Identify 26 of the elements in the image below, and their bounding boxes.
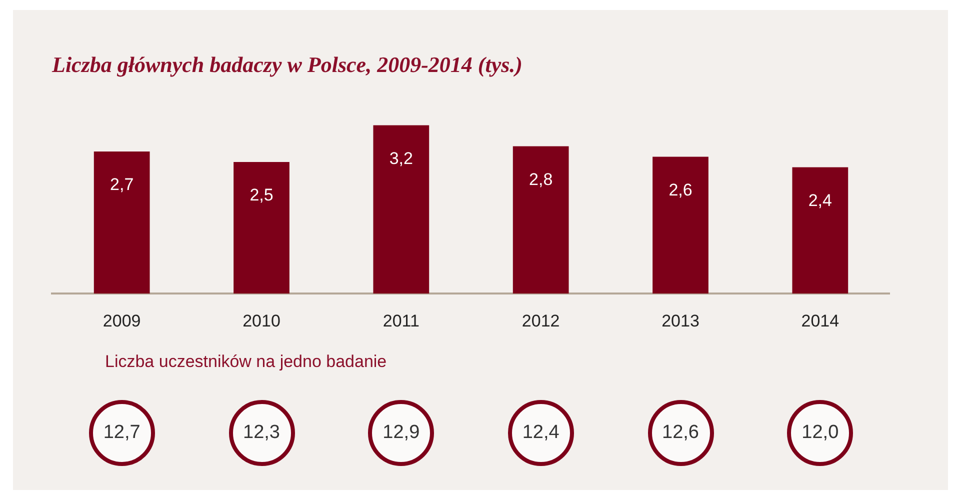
chart-title: Liczba głównych badaczy w Polsce, 2009-2014 (tys.) (51, 52, 522, 77)
data-label: 12,7 (88, 400, 155, 466)
x-tick-label: 2010 (242, 311, 280, 330)
data-label: 2,8 (529, 170, 553, 189)
data-label: 12,9 (368, 400, 434, 466)
bar (792, 167, 848, 294)
data-label: 2,4 (808, 190, 832, 210)
data-label: 12,0 (787, 400, 854, 466)
x-tick-label: 2014 (801, 311, 840, 330)
data-label: 2,6 (668, 180, 692, 200)
x-tick-label: 2013 (662, 311, 700, 330)
data-label: 12,4 (508, 400, 574, 466)
bar (512, 146, 569, 294)
bar (234, 162, 290, 294)
text: Liczba uczestników na jedno badanie (105, 352, 387, 372)
bar (94, 152, 150, 294)
x-tick-label: 2011 (382, 311, 420, 330)
x-tick-label: 2012 (522, 311, 560, 330)
x-tick-label: 2009 (102, 311, 141, 330)
data-label: 2,7 (110, 175, 134, 194)
data-label: 12,3 (228, 400, 294, 466)
bar (652, 156, 708, 294)
data-label: 12,6 (648, 400, 714, 466)
data-label: 2,5 (250, 186, 274, 205)
data-label: 3,2 (389, 148, 413, 168)
bar (373, 125, 430, 294)
